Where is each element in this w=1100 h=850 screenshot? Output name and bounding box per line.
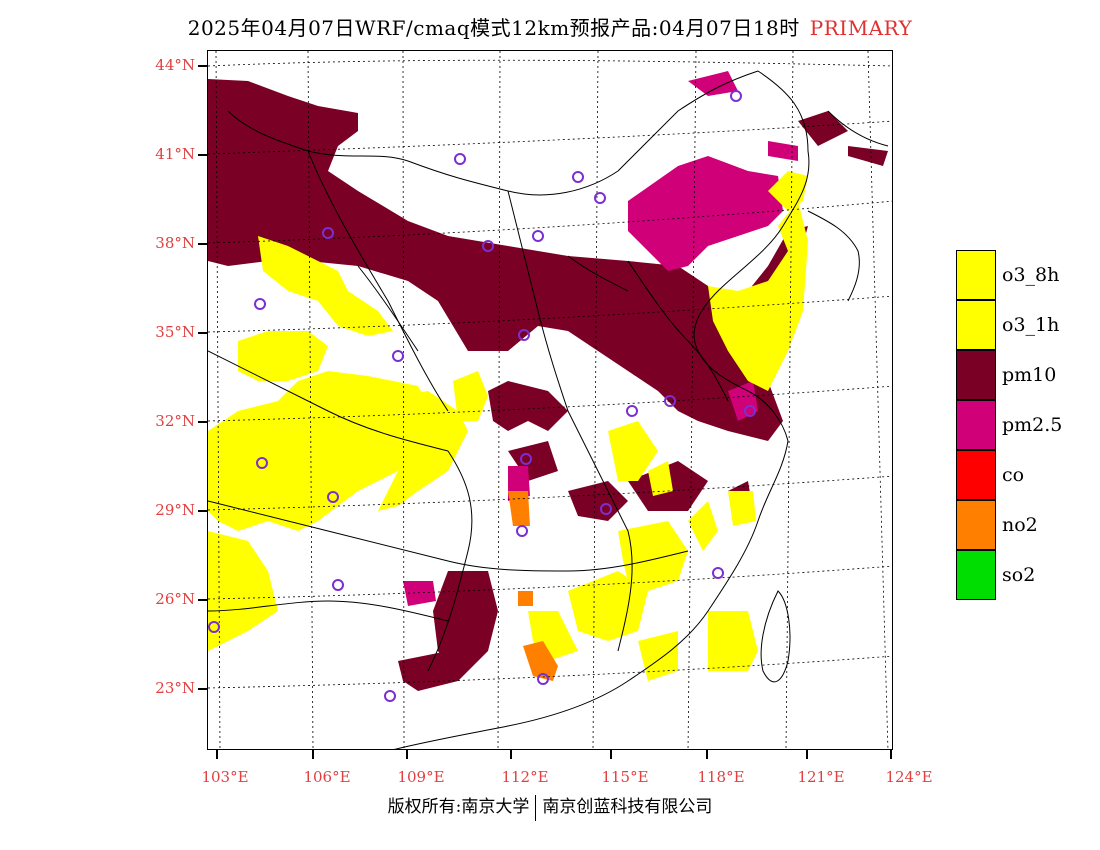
lon-label-121: 121°E <box>797 768 845 786</box>
legend-item-no2: no2 <box>956 500 1100 550</box>
station-markers <box>208 90 756 702</box>
legend-swatch <box>956 300 996 350</box>
map-frame <box>207 50 893 750</box>
legend-label: co <box>1002 464 1025 486</box>
o3-areas <box>208 171 808 681</box>
lon-label-115: 115°E <box>601 768 649 786</box>
legend-swatch <box>956 250 996 300</box>
lon-label-112: 112°E <box>501 768 549 786</box>
legend-item-o3-1h: o3_1h <box>956 300 1100 350</box>
legend-label: pm10 <box>1002 364 1057 386</box>
legend-item-co: co <box>956 450 1100 500</box>
footer-divider <box>535 794 537 821</box>
coastline-lines <box>208 70 889 749</box>
lat-label-38: 38°N <box>155 234 195 252</box>
lat-label-41: 41°N <box>155 145 195 163</box>
lat-label-26: 26°N <box>155 590 195 608</box>
legend-item-pm10: pm10 <box>956 350 1100 400</box>
legend-swatch <box>956 400 996 450</box>
lat-label-23: 23°N <box>155 679 195 697</box>
legend-item-pm25: pm2.5 <box>956 400 1100 450</box>
legend-label: o3_1h <box>1002 314 1060 336</box>
legend-swatch <box>956 550 996 600</box>
no2-areas <box>508 491 558 681</box>
primary-label: PRIMARY <box>809 16 913 40</box>
legend-item-so2: so2 <box>956 550 1100 600</box>
lon-label-124: 124°E <box>885 768 933 786</box>
lat-label-32: 32°N <box>155 412 195 430</box>
lon-label-106: 106°E <box>303 768 351 786</box>
legend-item-o3-8h: o3_8h <box>956 250 1100 300</box>
lon-label-103: 103°E <box>201 768 249 786</box>
copyright-left: 版权所有:南京大学 <box>387 797 530 817</box>
map-canvas <box>208 51 892 749</box>
lat-label-29: 29°N <box>155 501 195 519</box>
copyright-right: 南京创蓝科技有限公司 <box>542 797 713 817</box>
title-text: 2025年04月07日WRF/cmaq模式12km预报产品:04月07日18时 <box>187 16 800 40</box>
legend-label: no2 <box>1002 514 1038 536</box>
graticule <box>208 51 892 749</box>
map-title: 2025年04月07日WRF/cmaq模式12km预报产品:04月07日18时 P… <box>0 12 1100 41</box>
legend-swatch <box>956 350 996 400</box>
legend-label: pm2.5 <box>1002 414 1063 436</box>
copyright-footer: 版权所有:南京大学 南京创蓝科技有限公司 <box>0 792 1100 821</box>
legend: o3_8h o3_1h pm10 pm2.5 co no2 so2 <box>956 250 1100 600</box>
legend-label: o3_8h <box>1002 264 1060 286</box>
lon-label-118: 118°E <box>697 768 745 786</box>
lat-label-44: 44°N <box>155 56 195 74</box>
legend-swatch <box>956 450 996 500</box>
legend-swatch <box>956 500 996 550</box>
lon-label-109: 109°E <box>397 768 445 786</box>
lat-label-35: 35°N <box>155 323 195 341</box>
legend-label: so2 <box>1002 564 1036 586</box>
